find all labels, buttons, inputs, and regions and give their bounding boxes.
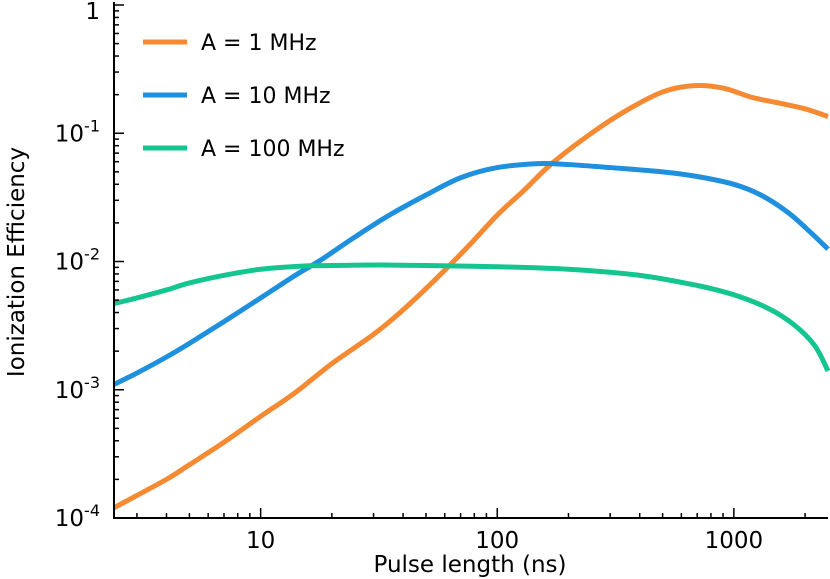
y-tick-label: 10-1 [55,116,100,147]
legend: A = 1 MHz A = 10 MHz A = 100 MHz [143,31,345,162]
y-tick-label: 10-4 [55,501,100,532]
series-line-1 [112,82,829,511]
x-tick-label: 100 [475,528,519,554]
x-tick-label: 10 [246,528,275,554]
legend-label-3: A = 100 MHz [201,137,345,162]
legend-label-1: A = 1 MHz [201,31,317,56]
y-ticks-group: 10-4 10-3 10-2 10-1 1 [55,0,124,532]
series-line-2 [112,160,830,387]
x-tick-label: 1000 [705,528,764,554]
y-axis-title: Ionization Efficiency [4,147,30,377]
y-tick-label: 1 [85,0,100,25]
plot-series-group [112,82,830,511]
legend-label-2: A = 10 MHz [201,84,331,109]
y-tick-label: 10-3 [55,373,100,404]
axes-group [113,2,828,519]
series-line-3 [113,262,830,373]
x-ticks-group: 10 100 1000 [136,508,806,554]
x-axis-title: Pulse length (ns) [373,552,566,578]
y-tick-label: 10-2 [55,245,100,276]
